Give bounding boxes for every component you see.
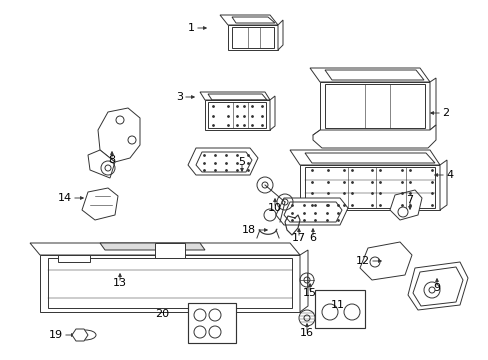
Text: 14: 14 <box>58 193 72 203</box>
Text: 8: 8 <box>108 155 115 165</box>
Polygon shape <box>227 25 278 50</box>
Polygon shape <box>100 243 204 250</box>
Polygon shape <box>319 82 429 130</box>
Polygon shape <box>98 108 140 162</box>
Polygon shape <box>439 160 446 210</box>
Text: 2: 2 <box>441 108 448 118</box>
Polygon shape <box>309 68 429 82</box>
Polygon shape <box>220 15 278 25</box>
Text: 11: 11 <box>330 300 345 310</box>
Polygon shape <box>200 92 269 100</box>
Text: 17: 17 <box>291 233 305 243</box>
Text: 12: 12 <box>355 256 369 266</box>
Text: 3: 3 <box>176 92 183 102</box>
Polygon shape <box>30 243 299 255</box>
Polygon shape <box>88 150 115 178</box>
Text: 9: 9 <box>432 283 440 293</box>
Polygon shape <box>72 329 88 341</box>
Polygon shape <box>299 250 307 312</box>
Text: 4: 4 <box>445 170 452 180</box>
Text: 7: 7 <box>406 195 413 205</box>
Polygon shape <box>40 255 299 312</box>
Bar <box>314 290 364 328</box>
Polygon shape <box>269 96 274 130</box>
Text: 6: 6 <box>309 233 316 243</box>
Polygon shape <box>429 78 435 130</box>
Text: 10: 10 <box>267 203 282 213</box>
Polygon shape <box>275 198 347 225</box>
Polygon shape <box>204 100 269 130</box>
Text: 18: 18 <box>242 225 256 235</box>
Text: 19: 19 <box>49 330 63 340</box>
Text: 5: 5 <box>238 157 245 167</box>
Ellipse shape <box>74 330 96 340</box>
Polygon shape <box>278 20 283 50</box>
Polygon shape <box>187 148 258 175</box>
Bar <box>187 303 236 343</box>
Polygon shape <box>407 262 467 310</box>
Polygon shape <box>289 150 439 165</box>
Polygon shape <box>312 125 435 148</box>
Polygon shape <box>299 165 439 210</box>
Text: 20: 20 <box>155 309 169 319</box>
Text: 13: 13 <box>113 278 127 288</box>
Polygon shape <box>359 242 411 280</box>
Polygon shape <box>82 188 118 220</box>
Polygon shape <box>155 243 184 258</box>
Text: 15: 15 <box>303 288 316 298</box>
Polygon shape <box>58 255 90 262</box>
Text: 1: 1 <box>187 23 195 33</box>
Text: 16: 16 <box>299 328 313 338</box>
Polygon shape <box>389 190 421 220</box>
